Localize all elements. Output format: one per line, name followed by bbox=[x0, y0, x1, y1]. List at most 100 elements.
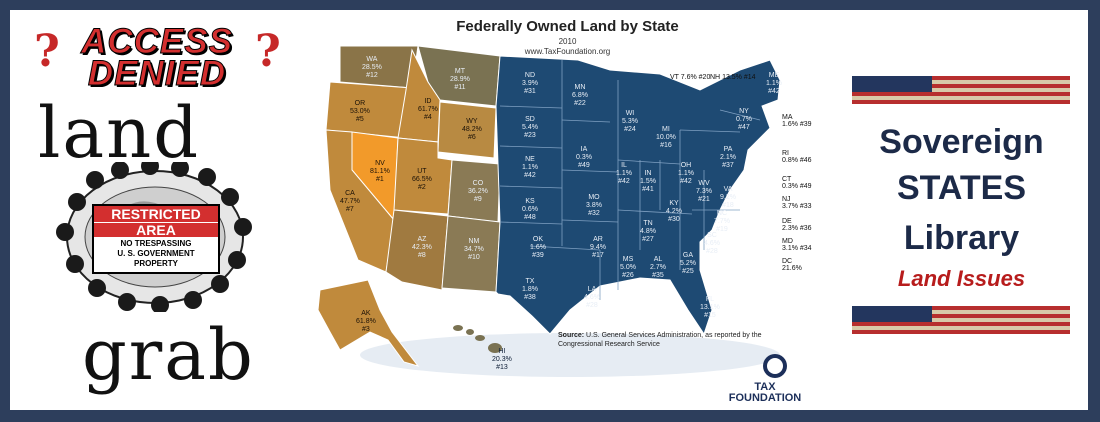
small-state-abbr: VT bbox=[670, 74, 681, 81]
small-state-de: DE 2.3% #36 bbox=[782, 218, 812, 232]
state-label-abbr: MS bbox=[622, 256, 634, 263]
state-label-rank: #18 bbox=[722, 202, 734, 209]
state-label-rank: #1 bbox=[376, 176, 384, 183]
small-state-value: 13.5% #14 bbox=[722, 74, 756, 81]
small-state-vt: VT 7.6% #20 bbox=[670, 74, 710, 81]
state-label-rank: #42 bbox=[680, 178, 692, 185]
state-ak bbox=[317, 279, 420, 367]
state-label-rank: #39 bbox=[532, 252, 544, 259]
small-state-value: 21.6% bbox=[782, 265, 802, 272]
state-label-pct: 2.1% bbox=[720, 154, 736, 161]
state-label-abbr: CO bbox=[472, 180, 484, 187]
state-label-ny: NY 0.7% #47 bbox=[736, 108, 752, 132]
state-label-abbr: NM bbox=[468, 238, 480, 245]
state-label-pct: 5.2% bbox=[680, 260, 696, 267]
small-state-nj: NJ 3.7% #33 bbox=[782, 196, 812, 210]
state-label-abbr: WY bbox=[466, 118, 478, 125]
state-label-pct: 7.3% bbox=[696, 188, 712, 195]
small-state-abbr: MD bbox=[782, 238, 793, 245]
state-label-or: OR 53.0% #5 bbox=[350, 100, 370, 124]
state-label-tn: TN 4.8% #27 bbox=[640, 220, 656, 244]
small-state-abbr: NJ bbox=[782, 196, 791, 203]
map-title: Federally Owned Land by State bbox=[456, 18, 679, 35]
state-label-pct: 28.9% bbox=[450, 76, 470, 83]
state-label-abbr: WA bbox=[366, 56, 378, 63]
state-label-rank: #41 bbox=[642, 186, 654, 193]
state-label-rank: #10 bbox=[468, 254, 480, 261]
state-label-rank: #3 bbox=[362, 326, 370, 333]
state-label-ne: NE 1.1% #42 bbox=[522, 156, 538, 180]
state-label-abbr: SC bbox=[707, 232, 717, 239]
state-label-abbr: TN bbox=[643, 220, 653, 227]
state-label-abbr: FL bbox=[705, 296, 715, 303]
state-label-rank: #2 bbox=[418, 184, 426, 191]
state-label-rank: #22 bbox=[574, 100, 586, 107]
state-label-pct: 53.0% bbox=[350, 108, 370, 115]
state-label-va: VA 9.2% #18 bbox=[720, 186, 736, 210]
small-state-abbr: NH bbox=[710, 74, 723, 81]
state-label-pct: 0.7% bbox=[736, 116, 752, 123]
state-label-rank: #4 bbox=[424, 114, 432, 121]
state-label-pct: 28.5% bbox=[362, 64, 382, 71]
state-label-rank: #17 bbox=[592, 252, 604, 259]
state-az bbox=[385, 209, 449, 291]
state-label-abbr: KS bbox=[525, 198, 535, 205]
small-state-abbr: MA bbox=[782, 114, 793, 121]
state-label-abbr: AZ bbox=[417, 236, 427, 243]
state-label-abbr: NV bbox=[375, 160, 385, 167]
state-label-abbr: IN bbox=[644, 170, 652, 177]
state-label-rank: #9 bbox=[474, 196, 482, 203]
state-label-rank: #31 bbox=[524, 88, 536, 95]
state-label-pct: 66.5% bbox=[412, 176, 432, 183]
state-label-pct: 3.9% bbox=[522, 80, 538, 87]
map-source: Source: U.S. General Services Administra… bbox=[558, 331, 763, 349]
sign-line-government: U. S. GOVERNMENT bbox=[117, 249, 195, 258]
state-label-ky: KY 4.2% #30 bbox=[666, 200, 682, 224]
question-mark-right: ? bbox=[255, 26, 281, 77]
sovereign-library-panel: Sovereign STATES Library Land Issues bbox=[835, 10, 1088, 410]
state-label-tx: TX 1.8% #38 bbox=[522, 278, 538, 302]
state-label-abbr: VA bbox=[723, 186, 733, 193]
state-label-abbr: NC bbox=[716, 210, 728, 217]
restricted-area-sign: RESTRICTED AREA NO TRESPASSING U. S. GOV… bbox=[92, 204, 220, 274]
small-state-abbr: RI bbox=[782, 150, 789, 157]
state-label-rank: #37 bbox=[722, 162, 734, 169]
state-label-abbr: OK bbox=[532, 236, 544, 243]
state-label-rank: #49 bbox=[578, 162, 590, 169]
state-label-abbr: KY bbox=[669, 200, 679, 207]
state-label-rank: #30 bbox=[668, 216, 680, 223]
state-label-rank: #16 bbox=[660, 142, 672, 149]
state-label-pa: PA 2.1% #37 bbox=[720, 146, 736, 170]
banner: ? ? ACCESS DENIED land RESTRICTED AREA N… bbox=[10, 10, 1088, 410]
small-state-abbr: DC bbox=[782, 258, 793, 265]
state-label-abbr: AK bbox=[361, 310, 371, 317]
small-state-dc: DC 21.6% bbox=[782, 258, 802, 272]
state-label-abbr: NY bbox=[739, 108, 749, 115]
subtitle-land-issues: Land Issues bbox=[897, 266, 1026, 291]
state-label-mn: MN 6.8% #22 bbox=[572, 84, 588, 108]
state-label-pct: 47.7% bbox=[340, 198, 360, 205]
state-label-pct: 34.7% bbox=[464, 246, 484, 253]
state-label-abbr: LA bbox=[587, 286, 597, 293]
state-label-wv: WV 7.3% #21 bbox=[696, 180, 712, 204]
state-label-wi: WI 5.3% #24 bbox=[622, 110, 638, 134]
state-label-abbr: AL bbox=[653, 256, 663, 263]
state-label-rank: #35 bbox=[652, 272, 664, 279]
title-states: STATES bbox=[896, 169, 1027, 207]
small-state-value: 2.3% #36 bbox=[782, 225, 812, 232]
small-state-ri: RI 0.8% #46 bbox=[782, 150, 812, 164]
state-label-abbr: WV bbox=[698, 180, 710, 187]
state-label-la: LA 4.6% #28 bbox=[584, 286, 600, 310]
state-label-pct: 5.0% bbox=[620, 264, 636, 271]
state-label-rank: #42 bbox=[524, 172, 536, 179]
federal-land-map: Federally Owned Land by State 2010 www.T… bbox=[300, 10, 835, 410]
small-state-value: 3.1% #34 bbox=[782, 245, 812, 252]
state-label-rank: #23 bbox=[524, 132, 536, 139]
map-site: www.TaxFoundation.org bbox=[524, 47, 611, 56]
state-label-abbr: GA bbox=[682, 252, 694, 259]
state-label-rank: #28 bbox=[706, 248, 718, 255]
state-label-abbr: PA bbox=[723, 146, 733, 153]
state-label-pct: 0.6% bbox=[522, 206, 538, 213]
state-label-pct: 20.3% bbox=[492, 356, 512, 363]
state-label-pct: 1.1% bbox=[616, 170, 632, 177]
